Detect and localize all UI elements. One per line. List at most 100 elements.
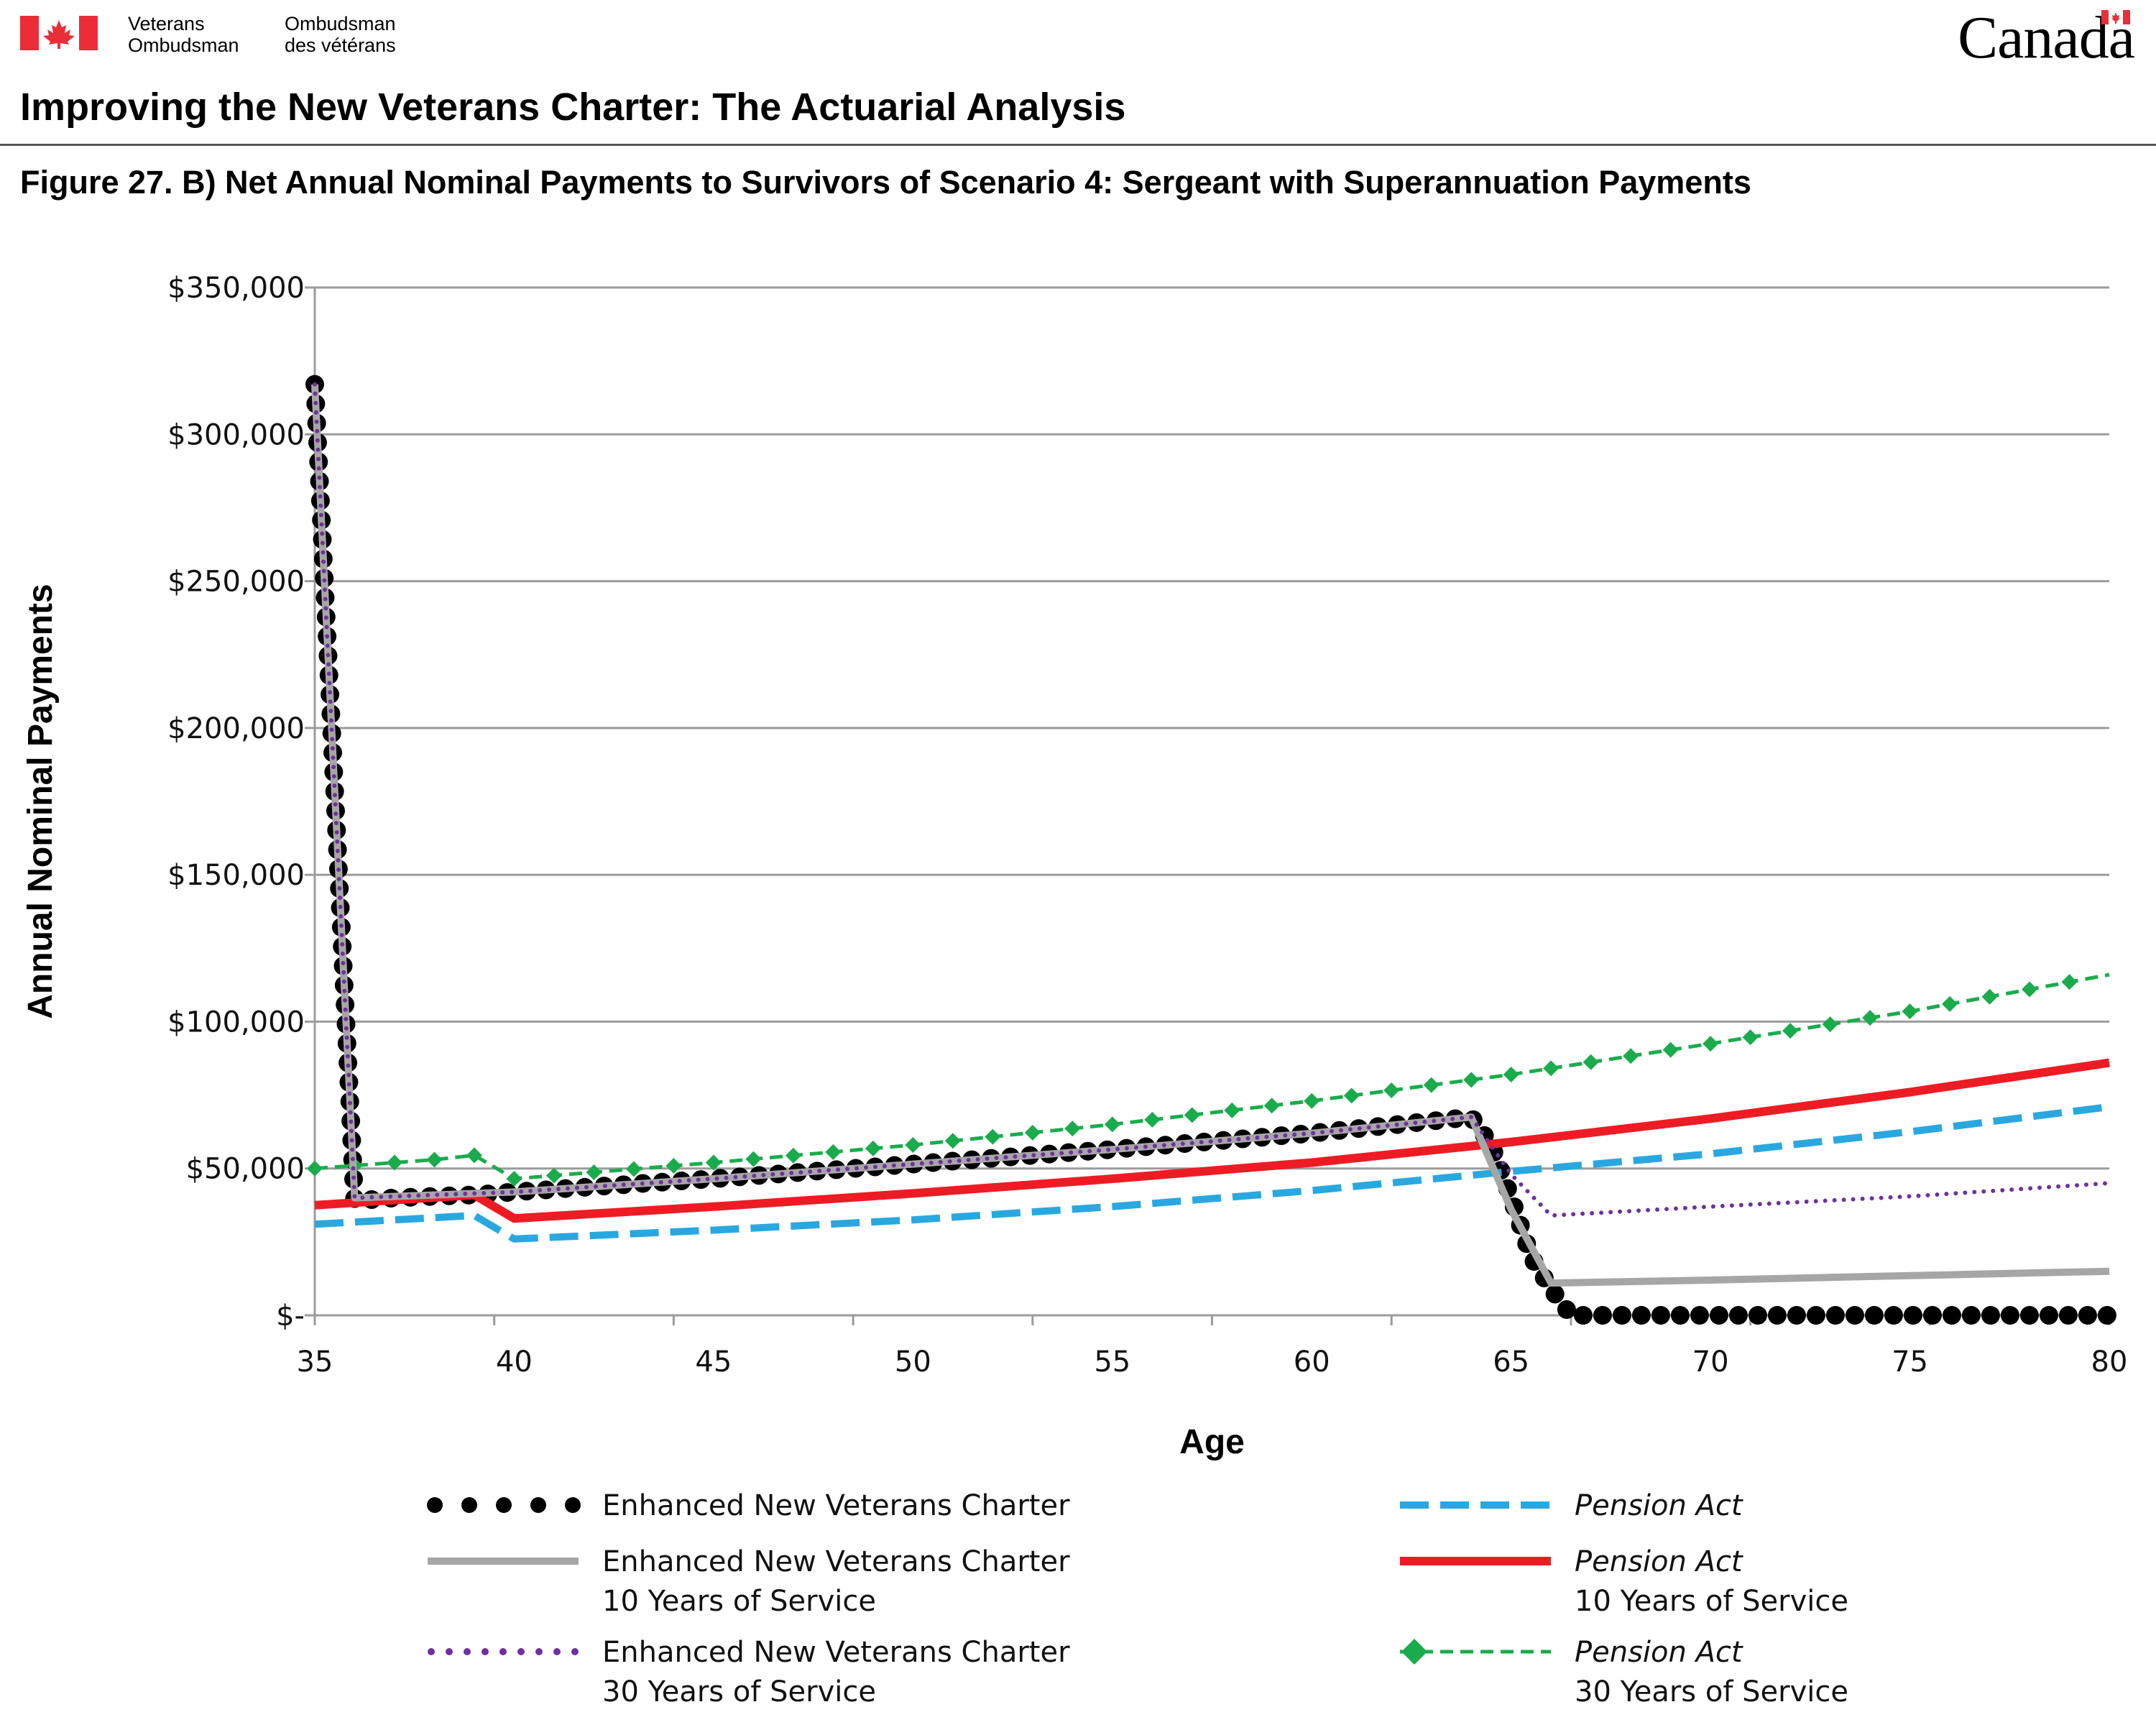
series-marker-pension30 <box>506 1171 522 1187</box>
series-lines <box>305 374 2119 1325</box>
report-header: Veterans Ombudsman Ombudsman des vétéran… <box>0 0 2156 201</box>
y-axis-title: Annual Nominal Payments <box>22 584 60 1018</box>
legend-swatch-enhanced <box>565 1497 581 1513</box>
x-tick-label: 50 <box>895 1346 931 1379</box>
figure-title: Figure 27. B) Net Annual Nominal Payment… <box>20 164 1751 201</box>
series-marker-pension30 <box>1703 1036 1719 1052</box>
org-fr-line-2: des vétérans <box>285 34 396 56</box>
series-marker-pension30 <box>1184 1107 1200 1123</box>
y-tick-label: $- <box>276 1300 305 1333</box>
series-marker-pension30 <box>1662 1041 1679 1058</box>
series-marker-pension30 <box>307 1160 323 1177</box>
org-fr-line-1: Ombudsman <box>285 13 396 34</box>
canada-flag-icon <box>20 16 98 50</box>
series-line-enhanced10 <box>311 384 2110 1287</box>
series-marker-pension30 <box>865 1140 881 1156</box>
x-tick-label: 75 <box>1892 1346 1928 1379</box>
series-line-pension <box>314 1103 2110 1243</box>
x-axis-ticks: 35 40 45 50 55 60 65 70 75 80 <box>297 1315 2128 1379</box>
legend-swatch-enhanced30 <box>571 1648 579 1655</box>
x-tick-label: 45 <box>695 1346 732 1379</box>
organization-name-english: Veterans Ombudsman <box>128 13 239 56</box>
series-marker-pension30 <box>1583 1054 1599 1070</box>
series-marker-pension30 <box>1981 988 1998 1005</box>
legend-label-pension: Pension Act <box>1575 1489 1743 1522</box>
series-line-enhanced30 <box>313 382 2111 1218</box>
legend-label-pension10: Pension Act <box>1575 1545 1743 1578</box>
legend-sublabel-pension30: 30 Years of Service <box>1575 1675 1848 1708</box>
x-tick-label: 65 <box>1493 1346 1529 1379</box>
series-marker-pension30 <box>1623 1048 1639 1064</box>
legend-swatch-enhanced <box>530 1497 546 1513</box>
x-tick-label: 60 <box>1294 1346 1330 1379</box>
legend-swatch-enhanced30 <box>535 1648 543 1655</box>
legend-swatch-enhanced30 <box>428 1648 435 1655</box>
series-marker-pension30 <box>1942 995 1958 1012</box>
series-marker-pension30 <box>1064 1121 1081 1137</box>
legend-sublabel-enhanced30: 30 Years of Service <box>602 1675 876 1708</box>
series-marker-pension30 <box>785 1147 801 1164</box>
legend-swatch-enhanced30 <box>553 1648 561 1655</box>
series-marker-pension30 <box>705 1154 722 1171</box>
series-marker-pension30 <box>1822 1016 1838 1033</box>
org-en-line-1: Veterans <box>128 13 205 34</box>
series-marker-pension30 <box>2061 974 2078 990</box>
document-title: Improving the New Veterans Charter: The … <box>20 86 1126 129</box>
legend-sublabel-enhanced10: 10 Years of Service <box>602 1585 876 1618</box>
legend-swatch-pension30-marker <box>1401 1639 1427 1665</box>
series-marker-pension30 <box>1343 1087 1360 1104</box>
series-marker-pension30 <box>1423 1077 1439 1093</box>
y-tick-label: $300,000 <box>167 418 305 451</box>
series-marker-pension30 <box>1383 1082 1400 1099</box>
x-tick-label: 55 <box>1094 1346 1130 1379</box>
header-divider <box>0 144 2156 146</box>
legend-swatch-enhanced <box>496 1497 512 1513</box>
series-marker-pension30 <box>825 1144 842 1160</box>
series-marker-pension30 <box>545 1167 562 1184</box>
legend-swatch-enhanced <box>461 1497 477 1513</box>
legend-swatch-enhanced <box>427 1497 443 1513</box>
x-tick-label: 40 <box>496 1346 533 1379</box>
series-marker-pension30 <box>1224 1102 1240 1118</box>
legend-label-enhanced: Enhanced New Veterans Charter <box>602 1489 1070 1522</box>
chart-legend: Enhanced New Veterans Charter Enhanced Ne… <box>427 1489 1848 1708</box>
series-marker-pension30 <box>1862 1010 1879 1026</box>
series-marker-pension30 <box>1263 1098 1280 1114</box>
x-axis-title: Age <box>1179 1423 1245 1461</box>
series-marker-pension30 <box>1144 1111 1161 1128</box>
series-marker-pension30 <box>1463 1072 1480 1088</box>
series-marker-pension30 <box>665 1158 682 1174</box>
series-marker-pension30 <box>944 1133 961 1149</box>
series-line-pension30 <box>314 972 2110 1181</box>
series-marker-pension30 <box>466 1147 482 1164</box>
y-tick-label: $200,000 <box>167 712 305 745</box>
series-marker-pension30 <box>1503 1066 1519 1082</box>
legend-swatch-enhanced30 <box>464 1648 471 1655</box>
series-marker-pension30 <box>1902 1003 1918 1020</box>
y-tick-label: $100,000 <box>167 1006 305 1039</box>
series-marker-pension30 <box>1782 1023 1799 1039</box>
series-marker-pension30 <box>1742 1029 1759 1046</box>
y-tick-label: $250,000 <box>167 566 305 599</box>
wordmark-flag-icon <box>2101 10 2130 24</box>
series-marker-pension30 <box>1024 1124 1041 1141</box>
gridlines <box>315 286 2109 1170</box>
series-marker-pension30 <box>586 1164 602 1181</box>
series-line-enhanced <box>305 374 2119 1325</box>
x-tick-label: 35 <box>297 1346 333 1379</box>
y-tick-label: $150,000 <box>167 859 305 892</box>
x-tick-label: 70 <box>1692 1346 1729 1379</box>
org-en-line-2: Ombudsman <box>128 34 239 56</box>
y-tick-label: $350,000 <box>167 272 305 305</box>
series-marker-pension30 <box>386 1154 402 1171</box>
legend-swatch-enhanced30 <box>499 1648 507 1655</box>
series-marker-pension30 <box>905 1137 921 1154</box>
series-marker-pension30 <box>745 1151 762 1167</box>
x-tick-label: 80 <box>2091 1346 2128 1379</box>
series-marker-pension30 <box>426 1151 443 1168</box>
series-line-pension10 <box>314 1058 2110 1223</box>
series-marker-pension30 <box>1304 1092 1320 1109</box>
legend-swatch-enhanced30 <box>482 1648 489 1655</box>
series-marker-pension30 <box>1104 1116 1120 1133</box>
